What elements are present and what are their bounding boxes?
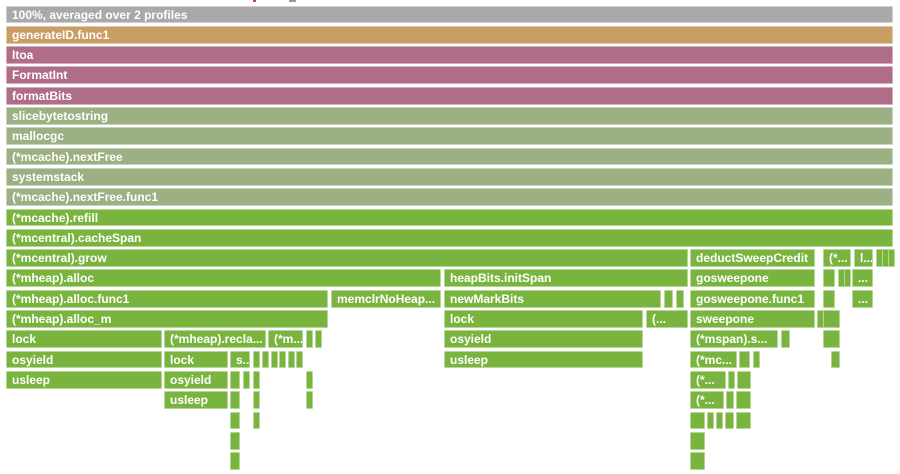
flame-segment[interactable]: lock	[6, 330, 162, 349]
flame-segment[interactable]	[676, 289, 684, 308]
flame-segment[interactable]: (*mcentral).cacheSpan	[6, 228, 893, 247]
flame-segment[interactable]	[230, 431, 240, 450]
flame-segment[interactable]: (*mheap).alloc	[6, 269, 441, 288]
flame-segment[interactable]: (*mcache).nextFree.func1	[6, 188, 893, 207]
flame-segment[interactable]	[726, 391, 734, 410]
flame-segment[interactable]: (*mcache).refill	[6, 208, 893, 227]
flame-segment[interactable]	[781, 330, 790, 349]
flame-segment[interactable]: slicebytetostring	[6, 107, 893, 125]
flame-segment[interactable]	[716, 411, 723, 430]
flame-segment[interactable]: (*mspan).s...	[690, 330, 778, 349]
flame-segment[interactable]	[230, 391, 240, 410]
flame-segment[interactable]	[739, 350, 750, 369]
flame-segment[interactable]: (*mheap).alloc.func1	[6, 289, 328, 308]
flame-segment[interactable]: ...	[852, 289, 873, 308]
flame-segment[interactable]: gosweepone.func1	[690, 289, 815, 308]
flame-segment[interactable]: (*mcentral).grow	[6, 249, 688, 267]
flame-segment[interactable]: mallocgc	[6, 127, 893, 146]
flame-segment[interactable]: gosweepone	[690, 269, 815, 288]
flame-segment[interactable]: generateID.func1	[6, 25, 893, 44]
flame-segment[interactable]	[823, 289, 835, 308]
flame-segment[interactable]: (*...	[823, 249, 851, 267]
flame-segment[interactable]	[736, 411, 751, 430]
flame-segment[interactable]	[279, 350, 286, 369]
flame-segment[interactable]	[690, 452, 705, 470]
flame-segment[interactable]	[736, 391, 751, 410]
flame-segment[interactable]: sweepone	[690, 310, 815, 328]
flame-segment[interactable]: (*mheap).recla...	[164, 330, 266, 349]
flame-segment[interactable]	[690, 411, 705, 430]
flame-segment[interactable]	[823, 330, 840, 349]
flame-segment[interactable]	[262, 350, 269, 369]
flame-segment[interactable]	[306, 370, 313, 389]
flame-segment[interactable]	[728, 370, 735, 389]
flame-segment[interactable]	[288, 350, 295, 369]
flame-segment[interactable]	[243, 370, 250, 389]
flame-segment[interactable]	[230, 411, 240, 430]
flame-segment[interactable]	[306, 330, 313, 349]
flame-segment[interactable]	[230, 452, 240, 470]
flame-segment[interactable]: Itoa	[6, 46, 893, 64]
flame-segment[interactable]: newMarkBits	[444, 289, 661, 308]
flame-segment[interactable]	[690, 431, 705, 450]
flame-segment[interactable]	[253, 350, 260, 369]
flame-segment[interactable]	[230, 370, 240, 389]
flame-segment[interactable]	[737, 370, 751, 389]
flame-segment[interactable]: lock	[444, 310, 643, 328]
flame-segment[interactable]: deductSweepCredit	[690, 249, 815, 267]
flame-segment[interactable]	[296, 350, 303, 369]
flame-segment[interactable]: usleep	[6, 370, 162, 389]
flame-segment[interactable]: heapBits.initSpan	[444, 269, 688, 288]
flame-segment[interactable]: usleep	[444, 350, 643, 369]
flame-segment[interactable]	[253, 370, 260, 389]
flame-segment[interactable]: (...	[646, 310, 688, 328]
flame-segment[interactable]: formatBits	[6, 86, 893, 105]
flame-segment[interactable]: (*...	[690, 370, 726, 389]
flame-segment[interactable]: systemstack	[6, 167, 893, 186]
flame-segment[interactable]	[253, 411, 260, 430]
flame-segment[interactable]: (*m...	[268, 330, 303, 349]
cropped-toolbar-artifact	[289, 0, 296, 2]
flame-segment[interactable]: ...	[852, 269, 873, 288]
flame-segment[interactable]: (*mheap).alloc_m	[6, 310, 328, 328]
flame-segment[interactable]	[253, 391, 260, 410]
flame-segment[interactable]: s...	[230, 350, 250, 369]
flame-segment[interactable]: (*mcache).nextFree	[6, 147, 893, 166]
cropped-toolbar-artifact	[253, 0, 256, 2]
flame-segment[interactable]	[888, 249, 895, 267]
flame-segment[interactable]	[823, 269, 835, 288]
flame-segment[interactable]	[753, 350, 760, 369]
flame-segment[interactable]: osyield	[164, 370, 228, 389]
flame-segment[interactable]	[315, 330, 322, 349]
flame-segment[interactable]	[707, 411, 714, 430]
flame-segment[interactable]	[664, 289, 673, 308]
flame-segment[interactable]: (*mc...	[690, 350, 737, 369]
flame-segment[interactable]	[823, 310, 840, 328]
flame-segment[interactable]: FormatInt	[6, 66, 893, 85]
flame-segment[interactable]: (*...	[690, 391, 724, 410]
flame-segment[interactable]	[725, 411, 734, 430]
flame-segment[interactable]: 100%, averaged over 2 profiles	[6, 5, 893, 24]
flame-segment[interactable]: lock	[164, 350, 228, 369]
flame-segment[interactable]	[844, 269, 851, 288]
flame-segment[interactable]: memclrNoHeap...	[331, 289, 441, 308]
flame-segment[interactable]	[306, 391, 313, 410]
flame-segment[interactable]	[831, 350, 840, 369]
flame-segment[interactable]: l...	[854, 249, 873, 267]
flame-segment[interactable]: osyield	[6, 350, 162, 369]
flame-segment[interactable]: osyield	[444, 330, 643, 349]
flame-segment[interactable]: usleep	[164, 391, 228, 410]
flame-segment[interactable]	[271, 350, 278, 369]
